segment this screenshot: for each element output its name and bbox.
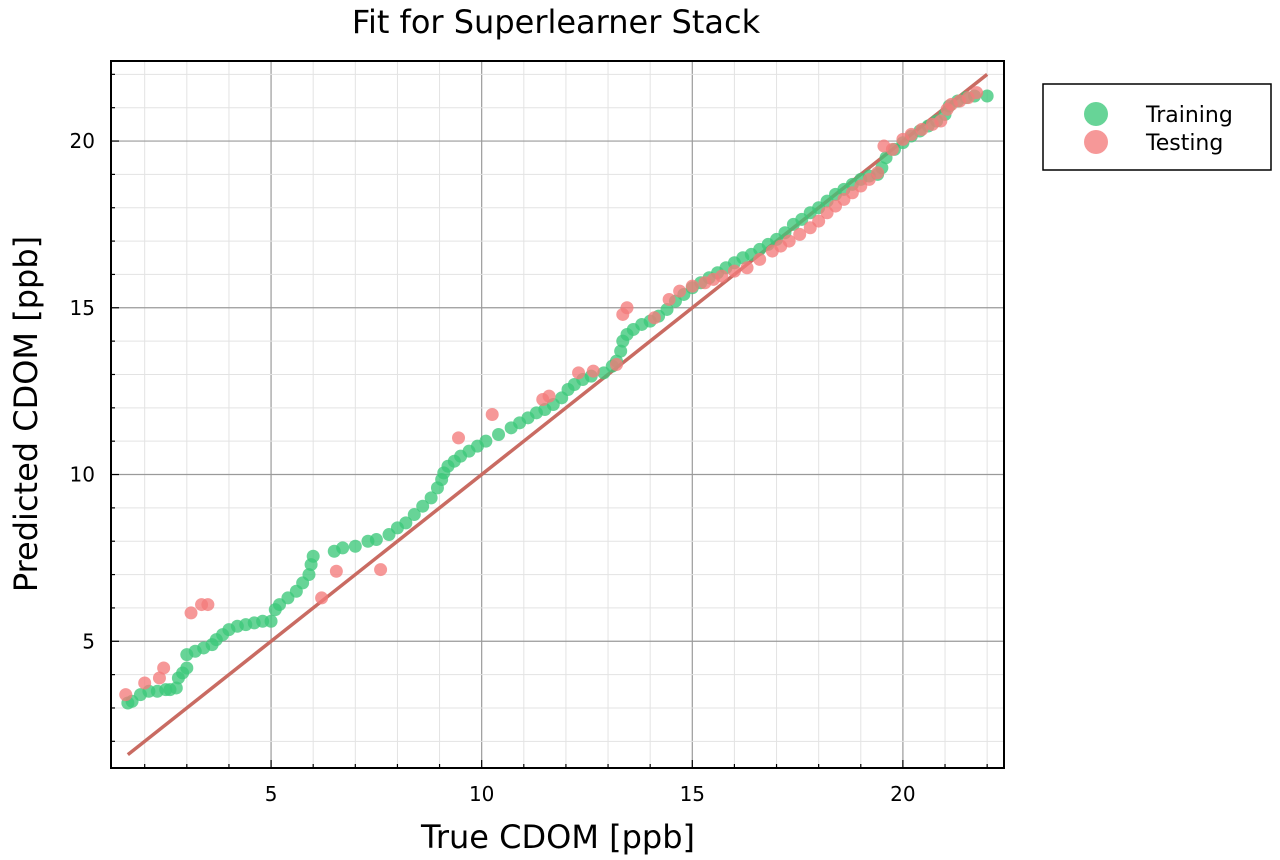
data-point-training bbox=[348, 539, 362, 553]
data-point-testing bbox=[329, 564, 343, 578]
y-tick-label: 20 bbox=[70, 129, 95, 153]
data-point-training bbox=[169, 681, 183, 695]
data-point-training bbox=[302, 568, 316, 582]
data-point-training bbox=[424, 491, 438, 505]
data-point-testing bbox=[138, 676, 152, 690]
data-point-training bbox=[399, 516, 413, 530]
data-point-testing bbox=[609, 357, 623, 371]
data-point-training bbox=[264, 614, 278, 628]
data-point-training bbox=[369, 533, 383, 547]
legend-box bbox=[1042, 83, 1272, 171]
y-tick-label: 5 bbox=[82, 629, 95, 653]
data-point-testing bbox=[793, 227, 807, 241]
data-point-testing bbox=[184, 606, 198, 620]
chart-title: Fit for Superlearner Stack bbox=[352, 3, 761, 41]
data-point-testing bbox=[452, 431, 466, 445]
data-point-testing bbox=[782, 234, 796, 248]
data-point-testing bbox=[157, 661, 171, 675]
data-point-testing bbox=[673, 284, 687, 298]
data-point-training bbox=[492, 428, 506, 442]
data-point-training bbox=[336, 541, 350, 555]
data-point-testing bbox=[740, 261, 754, 275]
series-testing bbox=[119, 86, 984, 702]
data-point-testing bbox=[871, 166, 885, 180]
data-point-testing bbox=[727, 264, 741, 278]
legend-training-marker bbox=[1084, 102, 1108, 126]
data-point-training bbox=[306, 549, 320, 563]
data-point-testing bbox=[662, 292, 676, 306]
data-point-testing bbox=[715, 269, 729, 283]
y-tick-label: 15 bbox=[70, 296, 95, 320]
data-point-testing bbox=[904, 127, 918, 141]
data-point-testing bbox=[152, 671, 166, 685]
x-tick-label: 10 bbox=[469, 782, 494, 806]
data-point-testing bbox=[485, 408, 499, 421]
plot-frame bbox=[110, 60, 1005, 769]
legend-training-label: Training bbox=[1145, 103, 1233, 128]
legend: Training Testing bbox=[1042, 83, 1272, 171]
data-point-testing bbox=[812, 214, 826, 228]
x-tick-label: 15 bbox=[680, 782, 705, 806]
legend-testing-marker bbox=[1084, 130, 1108, 154]
data-point-training bbox=[660, 302, 674, 316]
data-point-testing bbox=[620, 301, 634, 315]
data-point-testing bbox=[647, 311, 661, 325]
data-point-testing bbox=[685, 279, 699, 293]
data-point-testing bbox=[753, 252, 767, 266]
x-tick-label: 20 bbox=[890, 782, 915, 806]
data-point-testing bbox=[315, 591, 329, 605]
data-point-testing bbox=[915, 122, 929, 136]
data-point-training bbox=[407, 508, 421, 522]
data-point-training bbox=[180, 661, 194, 675]
x-tick-label: 5 bbox=[265, 782, 278, 806]
data-point-testing bbox=[885, 142, 899, 156]
data-point-training bbox=[614, 344, 628, 358]
data-point-testing bbox=[586, 364, 600, 378]
data-point-testing bbox=[970, 86, 984, 100]
data-point-testing bbox=[572, 366, 586, 380]
data-point-testing bbox=[542, 389, 556, 403]
data-point-testing bbox=[374, 563, 388, 577]
data-point-training bbox=[479, 434, 493, 448]
data-point-training bbox=[416, 499, 430, 513]
data-point-testing bbox=[119, 688, 133, 702]
y-tick-label: 10 bbox=[70, 463, 95, 487]
legend-testing-label: Testing bbox=[1145, 131, 1223, 156]
data-point-testing bbox=[201, 598, 215, 612]
data-point-training bbox=[980, 89, 994, 103]
ticks-layer: 5 10 15 20 5 10 15 20 bbox=[70, 73, 988, 806]
y-axis-label: Predicted CDOM [ppb] bbox=[7, 236, 45, 592]
points-layer bbox=[119, 86, 994, 710]
data-point-testing bbox=[934, 114, 948, 128]
x-axis-label: True CDOM [ppb] bbox=[420, 818, 695, 856]
